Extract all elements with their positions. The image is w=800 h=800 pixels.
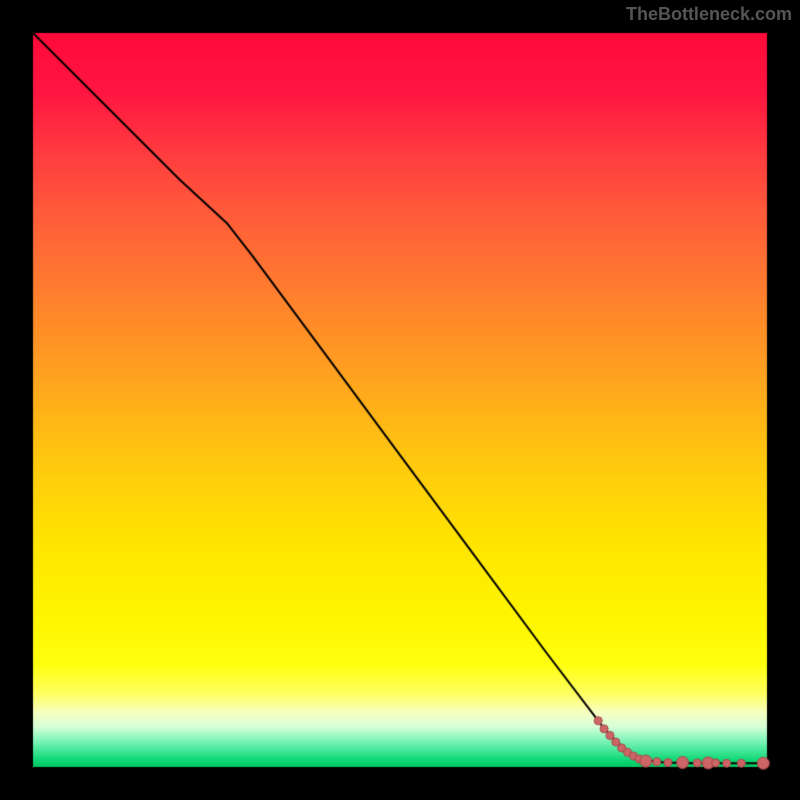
chart-root: TheBottleneck.com — [0, 0, 800, 800]
bottleneck-chart-canvas — [0, 0, 800, 800]
watermark-label: TheBottleneck.com — [626, 4, 792, 25]
